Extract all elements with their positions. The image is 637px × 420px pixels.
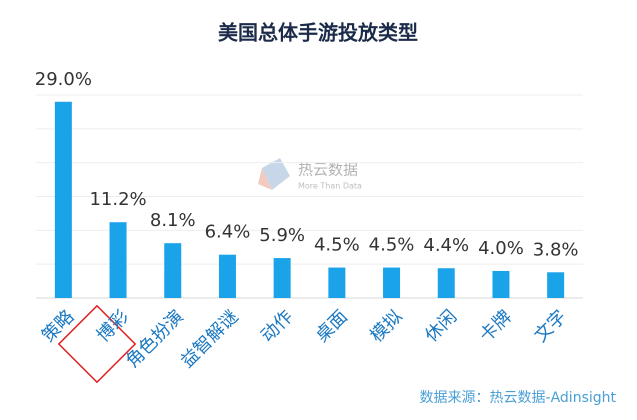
- value-label: 6.4%: [205, 222, 251, 243]
- watermark-logo: [258, 168, 272, 190]
- value-label: 4.4%: [423, 235, 469, 256]
- value-label: 4.5%: [314, 235, 360, 256]
- x-tick-label: 卡牌: [476, 306, 516, 346]
- bar: [273, 258, 291, 298]
- bar: [328, 267, 346, 298]
- value-label: 3.8%: [533, 239, 579, 260]
- x-tick-label: 策略: [38, 306, 78, 346]
- x-tick-label: 休闲: [421, 306, 461, 346]
- chart-title: 美国总体手游投放类型: [218, 21, 418, 45]
- x-tick-label: 文字: [530, 306, 570, 346]
- x-tick-label: 模拟: [366, 306, 406, 346]
- bar: [547, 272, 565, 298]
- bar: [218, 254, 236, 298]
- value-label: 4.5%: [369, 235, 415, 256]
- x-tick-label: 角色扮演: [122, 306, 188, 372]
- bar: [437, 268, 455, 298]
- value-label: 29.0%: [35, 69, 92, 90]
- bar: [54, 101, 72, 299]
- bar: [492, 270, 510, 298]
- x-tick-label: 益智解谜: [177, 306, 243, 372]
- watermark-text: 热云数据: [298, 161, 358, 179]
- x-tick-label: 动作: [257, 306, 297, 346]
- x-tick-label: 博彩: [93, 306, 133, 346]
- value-label: 11.2%: [89, 189, 146, 210]
- watermark-subtext: More Than Data: [298, 182, 362, 191]
- source-note: 数据来源：热云数据-Adinsight: [420, 390, 617, 406]
- value-label: 8.1%: [150, 210, 196, 231]
- value-label: 4.0%: [478, 238, 524, 259]
- x-tick-label: 桌面: [312, 306, 352, 346]
- highlight-box: [57, 304, 137, 384]
- value-label: 5.9%: [259, 225, 305, 246]
- watermark-logo: [262, 158, 290, 190]
- bar: [164, 243, 182, 298]
- bar: [109, 222, 127, 298]
- bar: [383, 267, 401, 298]
- watermark: 热云数据 More Than Data: [258, 158, 362, 191]
